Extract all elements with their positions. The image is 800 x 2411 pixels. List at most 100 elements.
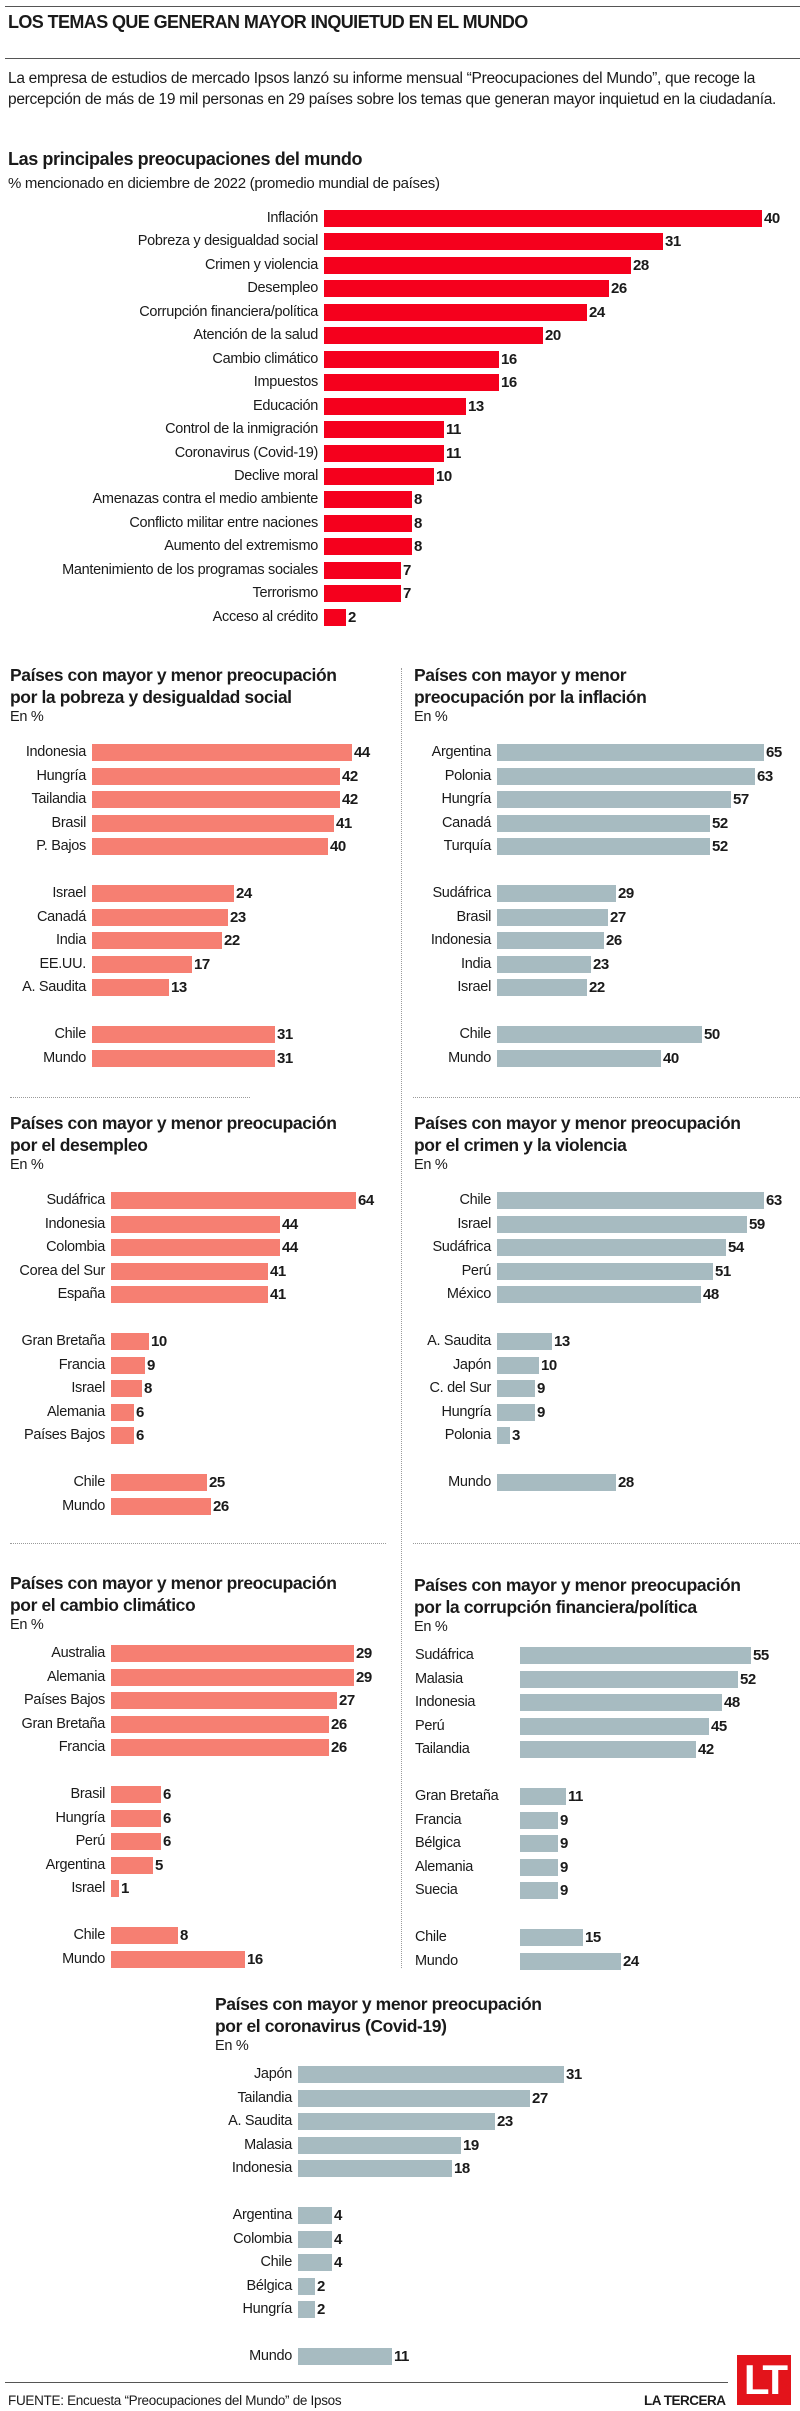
- covid-bar-label: Argentina: [232, 2207, 293, 2223]
- main-bar-value: 28: [633, 257, 649, 274]
- inflacion-bar-value: 65: [766, 744, 782, 761]
- covid-bar-label: Indonesia: [231, 2160, 292, 2176]
- crimen-bar-value: 48: [703, 1286, 719, 1303]
- pobreza-bar: [92, 1050, 275, 1067]
- desempleo-bar-value: 64: [358, 1192, 374, 1209]
- covid-bar-value: 11: [394, 2348, 409, 2365]
- inflacion-bar-label: India: [461, 956, 491, 972]
- desempleo-bar: [111, 1192, 356, 1209]
- pobreza-bar-value: 31: [277, 1026, 293, 1043]
- corrupcion-bar: [520, 1671, 738, 1688]
- pobreza-bar-value: 22: [224, 932, 240, 949]
- crimen-bar-label: C. del Sur: [429, 1380, 492, 1396]
- corrupcion-chart-title-line: Países con mayor y menor preocupación: [414, 1575, 741, 1595]
- corrupcion-bar-value: 48: [724, 1694, 740, 1711]
- inflacion-chart-title-line: preocupación por la inflación: [414, 687, 647, 707]
- corrupcion-bar-label: Francia: [415, 1812, 462, 1828]
- main-bar: [324, 421, 444, 438]
- pobreza-bar: [92, 932, 222, 949]
- title-rule: [5, 58, 800, 59]
- inflacion-bar-value: 27: [610, 909, 626, 926]
- inflacion-chart-subtitle: En %: [414, 709, 448, 725]
- main-bar-label: Amenazas contra el medio ambiente: [92, 491, 319, 507]
- inflacion-chart-title-line: Países con mayor y menor: [414, 665, 627, 685]
- inflacion-bar: [497, 1026, 702, 1043]
- clima-bar: [111, 1951, 245, 1968]
- main-bar: [324, 257, 631, 274]
- crimen-bar-value: 28: [618, 1474, 634, 1491]
- clima-bar-value: 8: [180, 1927, 188, 1944]
- main-bar-value: 7: [403, 562, 411, 579]
- covid-bar: [298, 2066, 564, 2083]
- desempleo-bar: [111, 1474, 207, 1491]
- desempleo-bar-value: 6: [136, 1427, 144, 1444]
- top-rule: [5, 6, 800, 7]
- inflacion-bar: [497, 838, 710, 855]
- la-tercera-logo: LT: [737, 2355, 791, 2405]
- clima-bar: [111, 1739, 329, 1756]
- clima-bar-value: 6: [163, 1810, 171, 1827]
- crimen-bar: [497, 1380, 535, 1397]
- corrupcion-bar-label: Suecia: [415, 1882, 458, 1898]
- corrupcion-bar: [520, 1882, 558, 1899]
- main-bar: [324, 327, 543, 344]
- desempleo-bar: [111, 1263, 268, 1280]
- pobreza-bar: [92, 791, 340, 808]
- inflacion-bar-label: Indonesia: [430, 932, 491, 948]
- corrupcion-bar-value: 24: [623, 1953, 639, 1970]
- pobreza-bar-label: A. Saudita: [22, 979, 86, 995]
- main-bar-value: 11: [446, 445, 461, 462]
- desempleo-bar: [111, 1498, 211, 1515]
- crimen-bar-label: Japón: [452, 1357, 491, 1373]
- pobreza-bar-label: Indonesia: [25, 744, 86, 760]
- clima-bar-value: 16: [247, 1951, 263, 1968]
- main-bar: [324, 585, 401, 602]
- main-bar-label: Inflación: [266, 210, 319, 226]
- crimen-bar: [497, 1427, 510, 1444]
- main-bar: [324, 374, 499, 391]
- main-bar: [324, 562, 401, 579]
- corrupcion-bar: [520, 1788, 566, 1805]
- crimen-bar-label: México: [446, 1286, 491, 1302]
- desempleo-bar: [111, 1333, 149, 1350]
- corrupcion-bar-label: Bélgica: [415, 1835, 461, 1851]
- clima-bar: [111, 1810, 161, 1827]
- corrupcion-bar: [520, 1647, 751, 1664]
- desempleo-bar-value: 44: [282, 1216, 298, 1233]
- inflacion-bar: [497, 768, 755, 785]
- pobreza-bar-value: 40: [330, 838, 346, 855]
- covid-bar-label: A. Saudita: [228, 2113, 292, 2129]
- inflacion-bar: [497, 885, 616, 902]
- corrupcion-chart-title-line: por la corrupción financiera/política: [414, 1597, 697, 1617]
- clima-bar-value: 5: [155, 1857, 163, 1874]
- desempleo-bar-value: 26: [213, 1498, 229, 1515]
- crimen-bar: [497, 1192, 764, 1209]
- desempleo-bar-label: Sudáfrica: [46, 1192, 105, 1208]
- clima-bar-label: Hungría: [55, 1810, 106, 1826]
- pobreza-bar-label: Tailandia: [31, 791, 86, 807]
- covid-bar: [298, 2207, 332, 2224]
- pobreza-bar: [92, 768, 340, 785]
- desempleo-bar-value: 9: [147, 1357, 155, 1374]
- desempleo-bar-label: Corea del Sur: [19, 1263, 105, 1279]
- pobreza-bar-value: 23: [230, 909, 246, 926]
- pobreza-bar-value: 31: [277, 1050, 293, 1067]
- desempleo-bar: [111, 1380, 142, 1397]
- crimen-bar-value: 54: [728, 1239, 744, 1256]
- corrupcion-bar: [520, 1694, 722, 1711]
- crimen-bar-label: Israel: [457, 1216, 491, 1232]
- main-bar-label: Crimen y violencia: [204, 257, 318, 273]
- main-bar-value: 8: [414, 538, 422, 555]
- inflacion-bar: [497, 815, 710, 832]
- covid-bar: [298, 2348, 392, 2365]
- crimen-bar: [497, 1263, 713, 1280]
- covid-chart-title-line: Países con mayor y menor preocupación: [215, 1994, 542, 2014]
- covid-chart-title-line: por el coronavirus (Covid-19): [215, 2016, 447, 2036]
- clima-bar-label: Francia: [58, 1739, 106, 1755]
- main-bar: [324, 304, 587, 321]
- covid-bar-label: Bélgica: [246, 2278, 293, 2294]
- main-bar-value: 16: [501, 374, 517, 391]
- inflacion-bar-label: Argentina: [431, 744, 492, 760]
- inflacion-bar: [497, 1050, 661, 1067]
- main-bar-value: 16: [501, 351, 517, 368]
